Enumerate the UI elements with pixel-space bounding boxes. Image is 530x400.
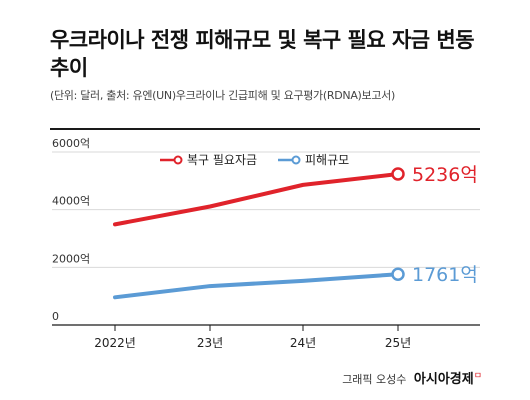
legend-swatch-marker-1 — [291, 155, 301, 165]
series-end-label-1: 1761억 — [412, 264, 478, 286]
x-tick-label: 24년 — [290, 336, 316, 350]
x-tick-label: 23년 — [197, 336, 223, 350]
legend-label-0: 복구 필요자금 — [187, 153, 257, 167]
chart-title: 우크라이나 전쟁 피해규모 및 복구 필요 자금 변동 추이 — [50, 28, 475, 80]
y-tick-label: 0 — [52, 310, 59, 323]
y-tick-label: 2000억 — [52, 252, 90, 265]
series-end-label-0: 5236억 — [412, 164, 478, 186]
chart-header: 우크라이나 전쟁 피해규모 및 복구 필요 자금 변동 추이 (단위: 달러, … — [50, 26, 490, 103]
footer: 그래픽 오성수 아시아경제ㅁ — [342, 368, 482, 387]
y-tick-label: 4000억 — [52, 195, 90, 208]
legend-label-1: 피해규모 — [305, 153, 349, 167]
x-tick-label: 2022년 — [94, 336, 136, 350]
footer-credit: 그래픽 오성수 — [342, 373, 407, 386]
x-tick-label: 25년 — [385, 336, 411, 350]
y-tick-label: 6000억 — [52, 137, 90, 150]
series-end-point-1 — [391, 267, 405, 281]
brand-mark: ㅁ — [473, 371, 482, 382]
footer-brand: 아시아경제 — [413, 372, 474, 387]
header-divider — [50, 128, 480, 130]
chart-subtitle: (단위: 달러, 출처: 유엔(UN)우크라이나 긴급피해 및 요구평가(RDN… — [50, 89, 395, 102]
legend-swatch-marker-0 — [173, 155, 183, 165]
series-end-point-0 — [391, 167, 405, 181]
series-line-1 — [113, 272, 400, 300]
series-line-0 — [113, 172, 400, 227]
